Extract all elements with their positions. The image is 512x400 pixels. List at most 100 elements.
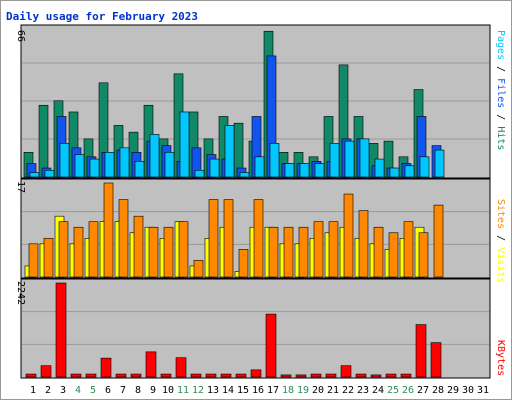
- bar-kbytes-day-18: [280, 374, 292, 378]
- bar-kbytes-day-25: [385, 373, 397, 378]
- x-tick-label: 24: [372, 385, 384, 396]
- x-tick-label: 8: [135, 385, 141, 396]
- legend-pages: Pages: [495, 30, 506, 60]
- bar-sites-day-5: [88, 221, 99, 278]
- bar-kbytes-day-11: [175, 357, 187, 378]
- legend-hits: Hits: [495, 126, 506, 150]
- x-tick-label: 31: [477, 385, 489, 396]
- x-tick-label: 21: [327, 385, 339, 396]
- panel-middle-legend: Sites / Visits: [495, 199, 506, 283]
- bar-kbytes-day-12: [190, 373, 202, 378]
- bar-pages-day-11: [179, 111, 190, 178]
- x-tick-label: 16: [252, 385, 264, 396]
- panel-middle-bars: [24, 182, 444, 278]
- bar-pages-day-23: [359, 138, 370, 178]
- x-tick-label: 25: [387, 385, 399, 396]
- x-tick-label: 23: [357, 385, 369, 396]
- legend-sep: /: [495, 60, 506, 78]
- bar-sites-day-21: [328, 221, 339, 278]
- x-tick-label: 19: [297, 385, 309, 396]
- bar-kbytes-day-1: [25, 373, 37, 378]
- x-axis-labels: 1 2 3 4 5 6 7 8 9 10 11 12 13 14 15 16 17 18 19 20 21 22 23 24 2…: [30, 385, 489, 396]
- panel-bottom-bars: [25, 282, 442, 378]
- panel-middle: 17 Sites / Visits: [15, 178, 506, 283]
- x-tick-label: 26: [402, 385, 414, 396]
- bar-kbytes-day-28: [430, 342, 442, 378]
- bar-sites-day-4: [73, 226, 84, 278]
- bar-kbytes-day-17: [265, 313, 277, 378]
- bar-kbytes-day-16: [250, 369, 262, 378]
- bar-sites-day-13: [208, 199, 219, 278]
- bar-kbytes-day-23: [355, 373, 367, 378]
- bar-pages-day-17: [269, 143, 280, 178]
- bar-pages-day-13: [209, 158, 220, 178]
- bar-pages-day-6: [104, 152, 115, 178]
- bar-sites-day-12: [193, 260, 204, 278]
- panel-bottom-legend: KBytes: [495, 340, 506, 376]
- x-tick-label: 17: [267, 385, 279, 396]
- x-tick-label: 11: [177, 385, 189, 396]
- bar-sites-day-24: [373, 226, 384, 278]
- bar-pages-day-16: [254, 156, 265, 178]
- bar-sites-day-15: [238, 249, 249, 278]
- legend-sep: /: [495, 108, 506, 126]
- x-tick-label: 2: [45, 385, 51, 396]
- x-tick-label: 6: [105, 385, 111, 396]
- panel-bottom-ymax: 2242: [15, 281, 26, 305]
- bar-sites-day-7: [118, 199, 129, 278]
- bar-sites-day-25: [388, 232, 399, 278]
- legend-sites: Sites: [495, 199, 506, 229]
- bar-kbytes-day-20: [310, 373, 322, 378]
- bar-sites-day-6: [103, 182, 114, 278]
- bar-sites-day-18: [283, 226, 294, 278]
- bar-kbytes-day-14: [220, 373, 232, 378]
- x-tick-label: 22: [342, 385, 354, 396]
- x-tick-label: 15: [237, 385, 249, 396]
- x-tick-label: 27: [417, 385, 429, 396]
- bar-sites-day-19: [298, 226, 309, 278]
- bar-kbytes-day-26: [400, 373, 412, 378]
- bar-pages-day-15: [239, 172, 250, 178]
- bar-sites-day-26: [403, 221, 414, 278]
- bar-sites-day-20: [313, 221, 324, 278]
- bar-sites-day-2: [43, 237, 54, 278]
- bar-kbytes-day-5: [85, 373, 97, 378]
- legend-kbytes: KBytes: [495, 340, 506, 376]
- bar-sites-day-27: [418, 232, 429, 278]
- panel-bottom-bg: [20, 278, 491, 379]
- bar-sites-day-11: [178, 221, 189, 278]
- bar-kbytes-day-13: [205, 373, 217, 378]
- bar-sites-day-23: [358, 210, 369, 278]
- bar-sites-day-9: [148, 226, 159, 278]
- bar-pages-day-2: [44, 169, 55, 178]
- bar-kbytes-day-8: [130, 373, 142, 378]
- panel-middle-ymax: 17: [15, 181, 26, 193]
- bar-sites-day-16: [253, 199, 264, 278]
- bar-sites-day-14: [223, 199, 234, 278]
- x-tick-label: 20: [312, 385, 324, 396]
- bar-sites-day-17: [268, 226, 279, 278]
- x-tick-label: 10: [162, 385, 174, 396]
- bar-pages-day-7: [119, 147, 130, 178]
- bar-pages-day-4: [74, 154, 85, 178]
- bar-pages-day-26: [404, 165, 415, 178]
- bar-kbytes-day-15: [235, 373, 247, 378]
- panel-top-ymax: 66: [15, 30, 26, 42]
- panel-bottom: 2242 KBytes: [15, 278, 506, 379]
- x-tick-label: 4: [75, 385, 81, 396]
- bar-pages-day-24: [374, 158, 385, 178]
- bar-pages-day-21: [329, 143, 340, 178]
- bar-kbytes-day-10: [160, 373, 172, 378]
- x-tick-label: 29: [447, 385, 459, 396]
- x-tick-label: 28: [432, 385, 444, 396]
- x-tick-label: 30: [462, 385, 474, 396]
- bar-pages-day-9: [149, 134, 160, 178]
- bar-sites-day-3: [58, 221, 69, 278]
- panel-top-bars: [23, 30, 445, 178]
- x-tick-label: 18: [282, 385, 294, 396]
- x-tick-label: 14: [222, 385, 234, 396]
- bar-kbytes-day-19: [295, 374, 307, 378]
- legend-visits: Visits: [495, 247, 506, 283]
- bar-kbytes-day-9: [145, 351, 157, 378]
